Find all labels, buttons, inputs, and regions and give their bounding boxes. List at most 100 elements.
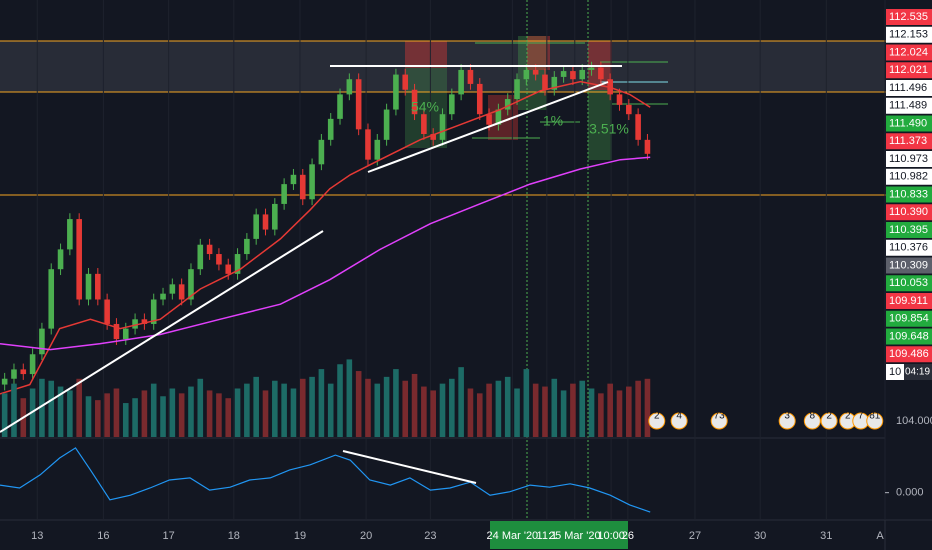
volume-bar [607,383,613,437]
x-tick-label: 18 [228,530,240,542]
volume-bar [616,390,623,437]
x-tick-label: 11:1 [537,530,558,542]
candle-body [113,323,120,340]
volume-bar [560,390,567,437]
volume-bar [48,380,55,437]
volume-bar [504,376,511,437]
volume-bar [439,383,446,437]
volume-axis-label: 104.000 [896,415,932,427]
candle-body [337,94,343,119]
volume-bar [421,386,427,437]
price-tag [886,204,932,221]
candle-body [150,299,157,324]
volume-bar [206,390,213,437]
y-tick-label: 0.000 [896,487,924,499]
price-tag [886,168,932,185]
candle-body [299,174,306,200]
volume-bar [95,400,101,437]
event-label: 2 [654,411,660,422]
x-tick-label: 16 [97,530,109,542]
event-label: 3 [784,411,790,422]
price-tag-label: 110.973 [889,153,928,165]
volume-bar [598,393,604,437]
candle-body [467,69,474,84]
candle-body [458,69,464,95]
candle-body [39,328,45,355]
annotation: 54% [411,99,439,115]
volume-bar [290,388,297,437]
candle-body [504,99,511,110]
candle-body [272,203,278,230]
event-marker [648,412,666,430]
candle-body [430,134,436,140]
candle-body [421,114,427,135]
candle-body [570,71,576,80]
volume-bar [216,393,222,437]
candle-body [20,369,27,375]
price-tag [886,97,932,114]
position-box [518,36,547,110]
price-tag [886,293,932,309]
price-tag-label: 111.373 [889,135,927,147]
candle-body [206,244,213,255]
candle-body [29,354,36,375]
price-tag [886,80,932,96]
volume-bar [523,369,530,437]
candle-body [542,74,548,90]
candle-body [598,67,604,80]
x-tick-label: 24 Mar '20 [487,530,539,542]
candle-body [216,254,222,265]
candle-body [635,114,641,140]
volume-bar [551,378,558,437]
volume-bar [467,388,474,437]
event-label: 2 [845,411,851,422]
volume-bar [402,380,409,437]
volume-bar [430,390,436,437]
price-tag [886,133,932,150]
candle-body [262,214,269,230]
price-tag-label: 110.982 [889,171,928,183]
volume-bar [495,380,502,437]
candle-body [178,284,185,300]
candle-body [253,214,259,239]
event-label: 7 [858,411,864,422]
x-tick-label: 25 Mar '20 [549,530,601,542]
candle-body [374,139,381,160]
volume-bar [244,383,250,437]
price-tag [886,310,932,327]
position-box [405,41,447,68]
volume-bar [346,359,353,437]
volume-bar [67,390,73,437]
x-tick-label: 26 [622,530,634,542]
price-tag [886,239,932,256]
volume-bar [11,383,17,437]
candle-body [616,94,623,105]
candle-body [486,114,492,125]
x-tick-label: 31 [820,530,832,542]
candle-body [225,264,232,274]
candle-body [1,378,8,385]
x-tick-label: 10:00 [597,530,625,542]
x-tick-label: 19 [294,530,306,542]
candle-body [393,74,399,110]
price-tag-label: 110.833 [889,188,928,200]
event-label: 2 [826,411,832,422]
volume-bar [374,383,381,437]
volume-bar [253,376,259,437]
volume-bar [225,398,232,437]
candle-body [495,109,502,125]
volume-bar [76,378,82,437]
candle-body [141,319,148,324]
trend-line [0,230,324,433]
candle-body [48,269,55,329]
candle-body [626,104,632,115]
annotation: 3.51% [589,121,629,137]
price-tag [886,186,932,203]
candle-body [365,129,371,160]
volume-bar [113,388,120,437]
price-tag-label: 109.648 [889,330,929,342]
candle-body [76,219,82,300]
volume-bar [39,378,45,437]
event-marker [710,412,728,430]
candle-body [244,238,250,255]
